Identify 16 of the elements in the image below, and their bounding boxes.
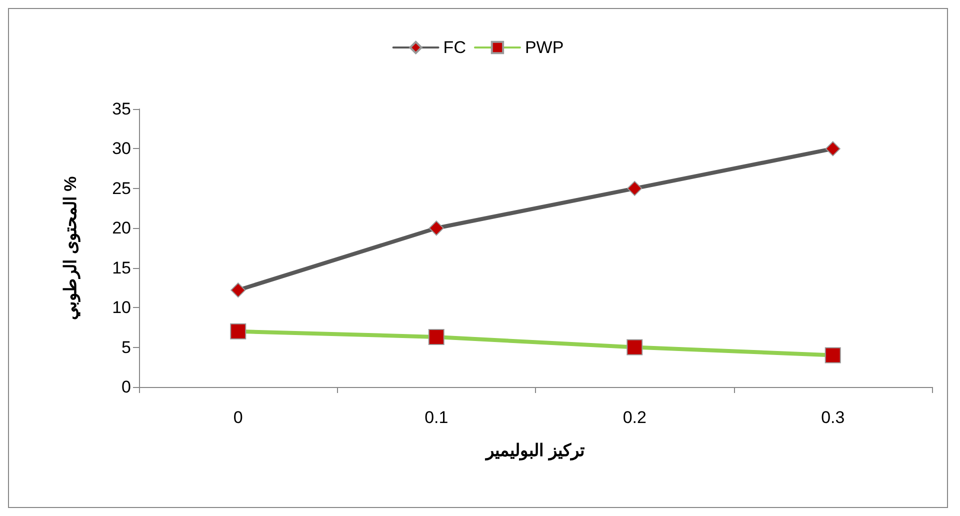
x-tick-label: 0.1	[424, 408, 448, 427]
y-tick-label: 5	[122, 338, 131, 357]
legend-label: FC	[443, 38, 466, 57]
y-axis-title: المحتوى الرطوبي %	[61, 176, 81, 320]
y-tick-label: 15	[112, 258, 131, 278]
y-tick-label: 30	[112, 139, 131, 158]
y-tick-label: 25	[112, 178, 131, 198]
x-tick-label: 0	[233, 408, 243, 427]
x-axis-title: تركيز البوليمير	[484, 441, 585, 461]
y-tick-label: 20	[112, 218, 131, 238]
legend-label: PWP	[524, 38, 564, 57]
y-tick-label: 10	[112, 298, 131, 318]
y-tick-label: 0	[122, 378, 131, 396]
y-tick-label: 35	[112, 100, 131, 118]
x-tick-label: 0.2	[622, 408, 646, 427]
x-tick-label: 0.3	[821, 408, 845, 427]
